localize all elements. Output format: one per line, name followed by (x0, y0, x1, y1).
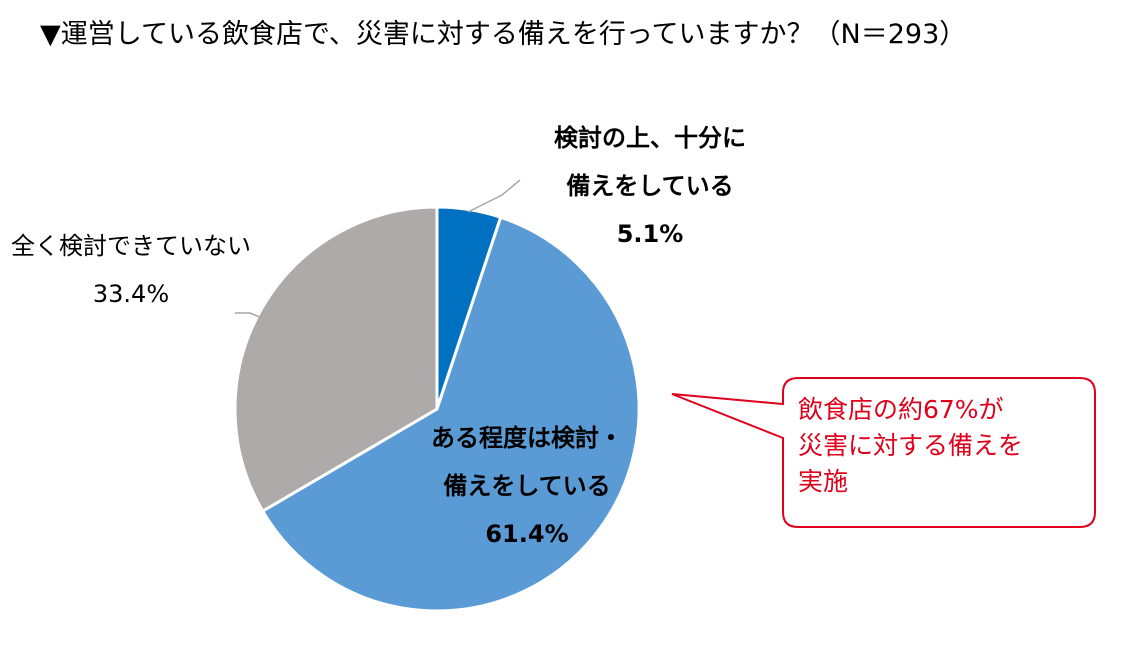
slice-label-2: 全く検討できていない 33.4% (6, 222, 256, 318)
slice-value-2: 33.4% (92, 280, 170, 308)
slice-label-0-line1: 検討の上、十分に (554, 124, 746, 152)
leader-line-slice-2 (235, 312, 263, 319)
callout-line-1: 飲食店の約67%が (798, 395, 1004, 424)
callout-line-3: 実施 (798, 467, 849, 496)
callout-text: 飲食店の約67%が 災害に対する備えを 実施 (798, 392, 1088, 500)
slice-label-1: ある程度は検討・ 備えをしている 61.4% (412, 414, 642, 558)
callout-line-2: 災害に対する備えを (798, 431, 1024, 460)
slice-value-1: 61.4% (485, 520, 569, 548)
pie-slice-2 (233, 205, 439, 513)
slice-value-0: 5.1% (616, 220, 684, 248)
slice-label-0: 検討の上、十分に 備えをしている 5.1% (530, 114, 770, 258)
slice-label-2-line1: 全く検討できていない (11, 232, 251, 260)
slice-label-0-line2: 備えをしている (566, 172, 734, 200)
leader-line-slice-0 (467, 179, 521, 213)
callout-bubble (671, 377, 1096, 528)
pie-slice-1 (261, 215, 641, 613)
chart-title: ▼運営している飲食店で、災害に対する備えを行っていますか？（N＝293） (40, 19, 967, 50)
slice-label-1-line1: ある程度は検討・ (431, 424, 623, 452)
slice-label-1-line2: 備えをしている (443, 472, 611, 500)
